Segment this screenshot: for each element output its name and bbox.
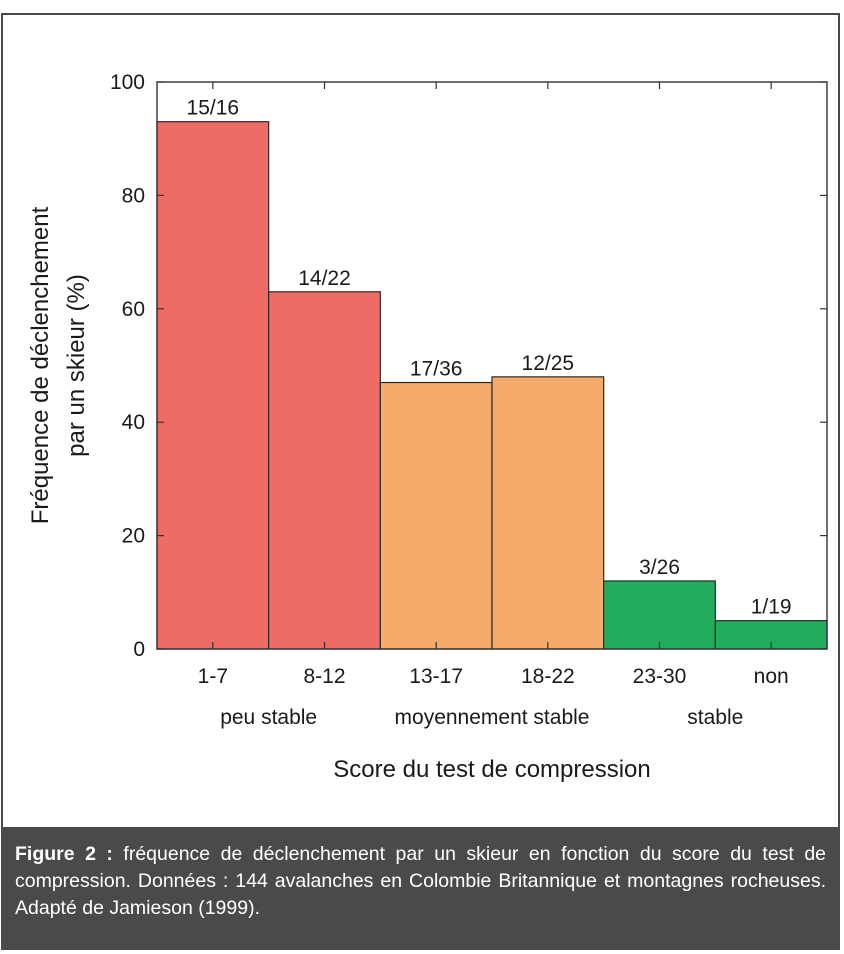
group-label: peu stable <box>220 706 317 729</box>
bar-value-label: 14/22 <box>298 267 351 290</box>
bar-23-30 <box>604 581 716 649</box>
figure-caption: Figure 2 : fréquence de déclenchement pa… <box>1 827 840 950</box>
bar-value-label: 3/26 <box>639 556 680 579</box>
bar-value-label: 15/16 <box>187 97 240 120</box>
x-tick-label: non <box>754 665 789 688</box>
bar-13-17 <box>380 383 492 649</box>
bar-value-label: 17/36 <box>410 358 463 381</box>
y-tick-label: 20 <box>122 525 145 548</box>
x-tick-label: 18-22 <box>521 665 575 688</box>
y-tick-label: 100 <box>110 71 145 94</box>
bar-18-22 <box>492 377 604 649</box>
bar-value-label: 1/19 <box>751 596 792 619</box>
y-axis-title-line-2: par un skieur (%) <box>63 274 90 457</box>
x-axis-title: Score du test de compression <box>333 756 651 783</box>
x-tick-label: 1-7 <box>198 665 228 688</box>
y-tick-label: 40 <box>122 411 145 434</box>
bar-value-label: 12/25 <box>522 352 575 375</box>
caption-lead: Figure 2 : <box>15 843 113 865</box>
x-tick-label: 23-30 <box>633 665 687 688</box>
x-tick-label: 13-17 <box>409 665 463 688</box>
y-tick-label: 60 <box>122 298 145 321</box>
y-tick-label: 0 <box>133 638 145 661</box>
caption-text: fréquence de déclenchement par un skieur… <box>15 843 826 919</box>
bar-chart: 15/16 1-7 14/22 8-12 17/36 13-17 12/25 18-22 3/2… <box>0 0 844 830</box>
bar-1-7 <box>157 122 269 649</box>
group-label: stable <box>687 706 743 729</box>
y-tick-label: 80 <box>122 184 145 207</box>
bar-8-12 <box>269 292 381 649</box>
y-axis-title-line-1: Fréquence de déclenchement <box>27 206 54 524</box>
group-label: moyennement stable <box>395 706 590 729</box>
x-tick-label: 8-12 <box>303 665 345 688</box>
bars <box>157 122 827 649</box>
